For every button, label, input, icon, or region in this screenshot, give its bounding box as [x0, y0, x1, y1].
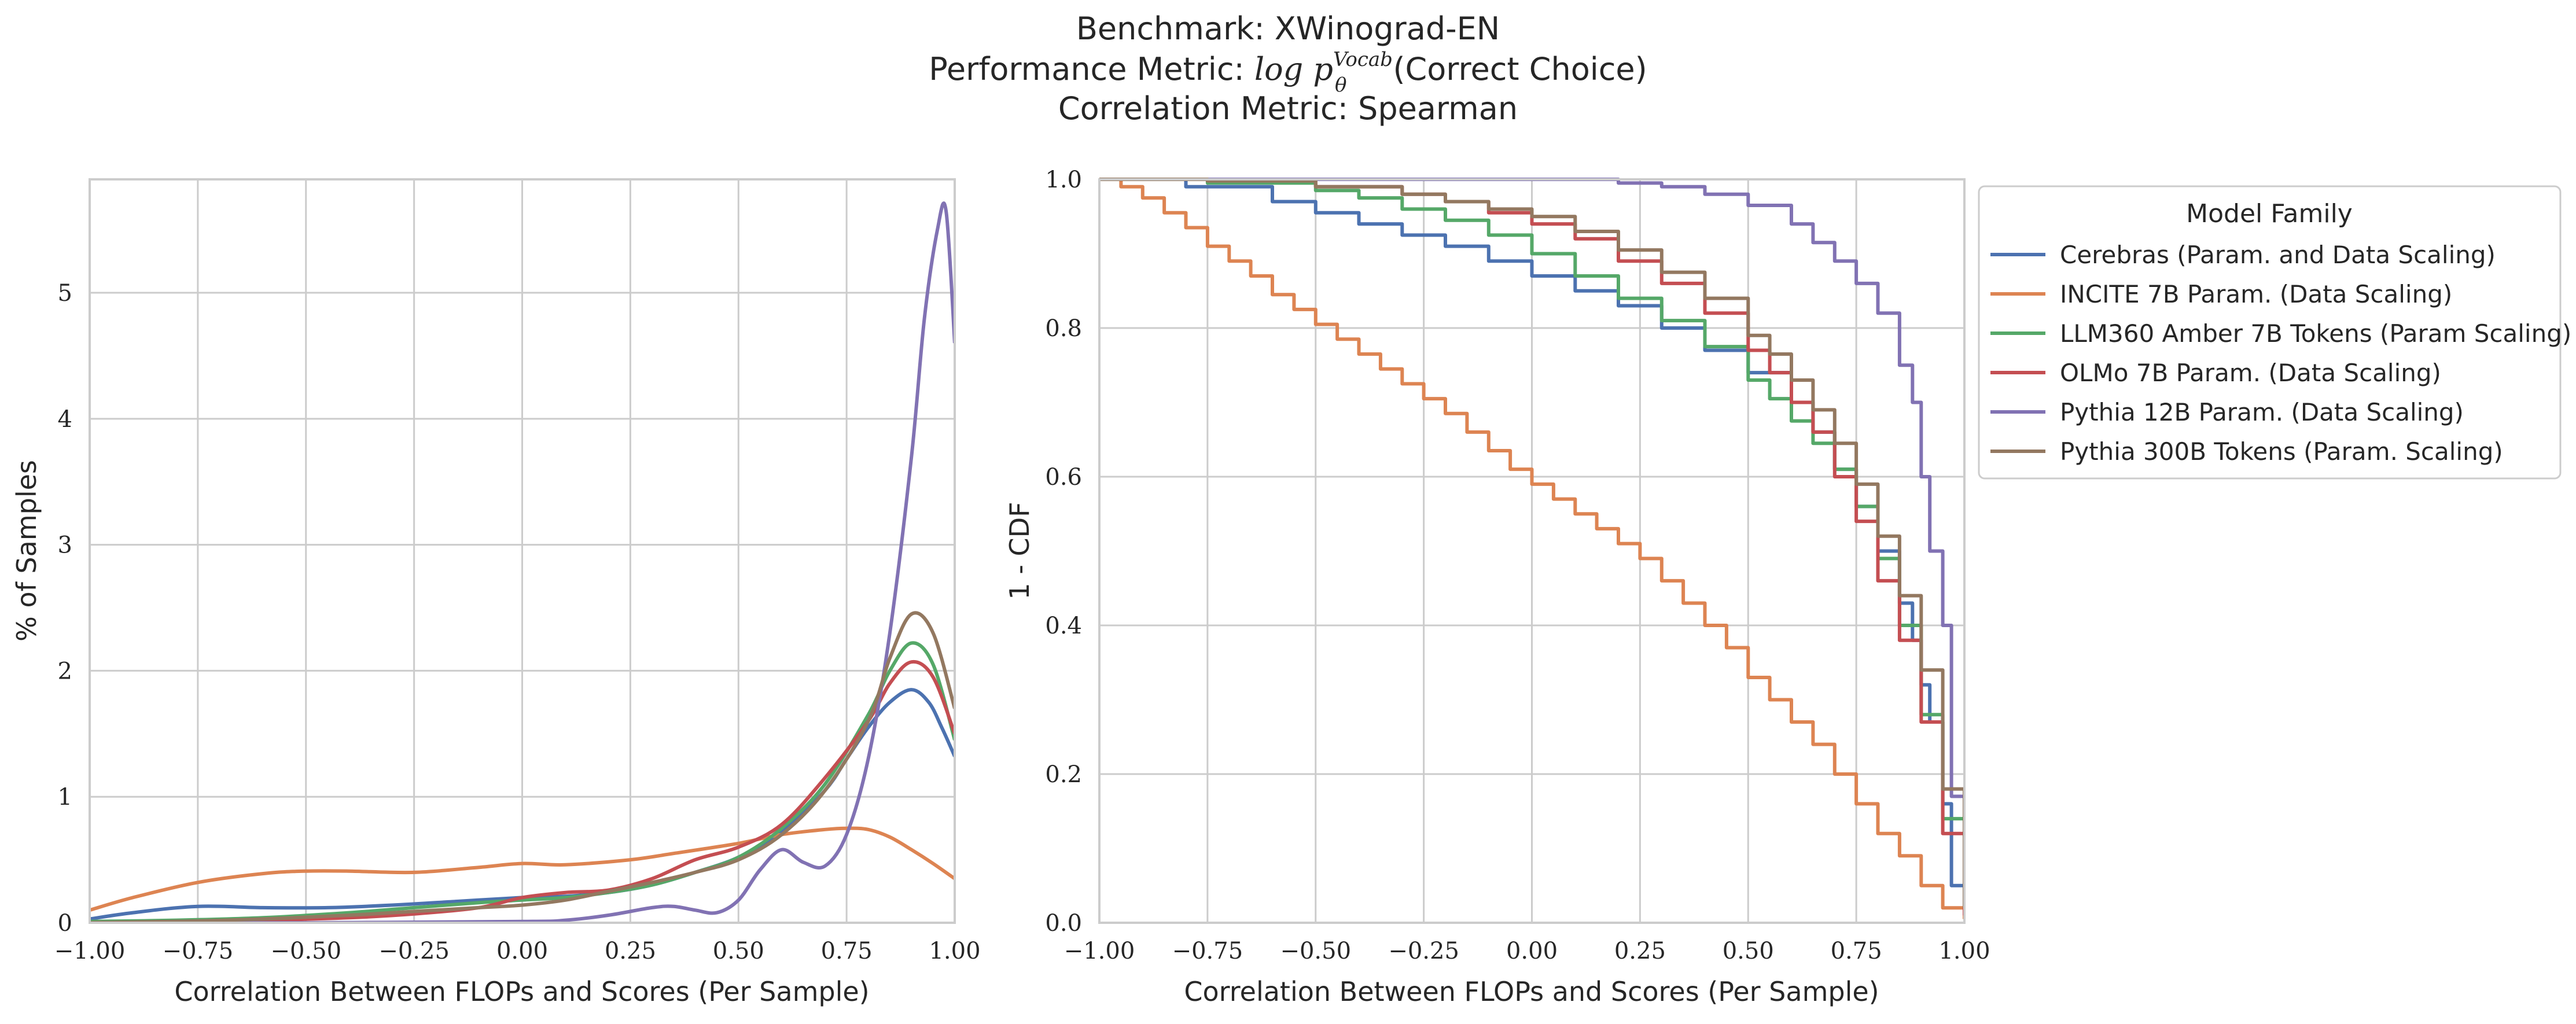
density-x-tick-label: −0.75: [163, 938, 234, 964]
cdf-x-tick-label: 0.00: [1506, 938, 1558, 964]
legend-label-cerebras-param-and-data-scaling: Cerebras (Param. and Data Scaling): [2060, 241, 2496, 269]
legend-items: Cerebras (Param. and Data Scaling) INCITE…: [1990, 241, 2571, 466]
title-benchmark: Benchmark: XWinograd-EN: [1076, 10, 1500, 47]
cdf-panel: −1.00 −0.75 −0.50 −0.25 0.00 0.25 0.50 0.75 1.00…: [1004, 167, 1990, 1007]
cdf-x-tick-label: 0.75: [1831, 938, 1882, 964]
cdf-x-tick-label: −0.75: [1172, 938, 1243, 964]
density-x-tick-label: −0.25: [378, 938, 450, 964]
density-y-tick-label: 5: [58, 280, 72, 307]
density-y-axis-label: % of Samples: [11, 460, 42, 642]
figure-title: Benchmark: XWinograd-EN Performance Metr…: [929, 10, 1647, 127]
cdf-series-pythia-300b-tokens-param-scaling: [1099, 178, 1964, 908]
density-x-tick-label: 0.00: [496, 938, 548, 964]
density-y-tick-label: 1: [58, 784, 72, 811]
title-performance-prefix: Performance Metric:: [929, 51, 1254, 87]
density-panel: −1.00 −0.75 −0.50 −0.25 0.00 0.25 0.50 0.75 1.00…: [11, 178, 981, 1007]
density-series-olmo-7b-param-data-scaling: [90, 660, 955, 923]
density-x-tick-label: −0.50: [270, 938, 341, 964]
legend-label-pythia-300b-tokens-param-scaling: Pythia 300B Tokens (Param. Scaling): [2060, 437, 2503, 466]
legend-title: Model Family: [2186, 199, 2353, 229]
density-x-tick-label: 1.00: [929, 938, 980, 964]
legend-label-incite-7b-param-data-scaling: INCITE 7B Param. (Data Scaling): [2060, 280, 2452, 308]
title-performance-suffix: (Correct Choice): [1393, 51, 1647, 87]
cdf-x-axis-label: Correlation Between FLOPs and Scores (Pe…: [1184, 976, 1879, 1007]
title-correlation-metric: Correlation Metric: Spearman: [1058, 90, 1518, 127]
density-axes-frame: [89, 178, 956, 924]
density-series: [90, 201, 955, 923]
density-x-tick-label: 0.50: [713, 938, 764, 964]
title-performance-math: log p: [1254, 51, 1333, 87]
title-performance-metric: Performance Metric: log pVocab θ (Correct …: [929, 48, 1647, 97]
cdf-x-tick-label: −0.25: [1388, 938, 1459, 964]
cdf-y-tick-label: 1.0: [1045, 167, 1082, 193]
density-gridlines: [89, 179, 956, 924]
legend-label-llm360-amber-7b-tokens-param-scaling: LLM360 Amber 7B Tokens (Param Scaling): [2060, 319, 2571, 348]
cdf-x-tick-label: −1.00: [1064, 938, 1135, 964]
density-x-axis-label: Correlation Between FLOPs and Scores (Pe…: [174, 976, 869, 1007]
cdf-series: [1099, 178, 1964, 919]
cdf-gridlines: [1098, 178, 1966, 924]
title-performance-sub: θ: [1335, 73, 1346, 97]
cdf-x-tick-label: −0.50: [1280, 938, 1351, 964]
density-y-tick-label: 4: [58, 406, 72, 433]
cdf-series-pythia-12b-param-data-scaling: [1099, 178, 1964, 804]
cdf-y-tick-label: 0.8: [1045, 315, 1082, 342]
cdf-series-llm360-amber-7b-tokens-param-scaling: [1099, 178, 1964, 908]
density-series-incite-7b-param-data-scaling: [90, 826, 955, 912]
density-y-tick-label: 3: [58, 532, 72, 559]
density-x-tick-label: 0.25: [605, 938, 656, 964]
cdf-x-tick-label: 0.50: [1723, 938, 1774, 964]
cdf-y-ticks: 0.0 0.2 0.4 0.6 0.8 1.0: [1045, 167, 1082, 937]
cdf-y-axis-label: 1 - CDF: [1004, 502, 1035, 599]
cdf-y-tick-label: 0.4: [1045, 613, 1082, 639]
cdf-y-tick-label: 0.0: [1045, 910, 1082, 937]
density-x-tick-label: −1.00: [54, 938, 126, 964]
density-y-tick-label: 0: [58, 910, 72, 937]
title-performance-sup: Vocab: [1333, 48, 1393, 71]
legend-box: [1978, 185, 2562, 480]
density-series-llm360-amber-7b-tokens-param-scaling: [90, 641, 955, 923]
legend-label-pythia-12b-param-data-scaling: Pythia 12B Param. (Data Scaling): [2060, 398, 2464, 426]
density-series-pythia-300b-tokens-param-scaling: [90, 611, 955, 923]
cdf-y-tick-label: 0.2: [1045, 761, 1082, 788]
density-y-ticks: 0 1 2 3 4 5: [58, 280, 72, 937]
legend: Model Family Cerebras (Param. and Data S…: [1978, 185, 2571, 480]
cdf-axes-frame: [1098, 178, 1966, 924]
cdf-x-tick-label: 0.25: [1614, 938, 1666, 964]
density-y-tick-label: 2: [58, 658, 72, 684]
density-x-ticks: −1.00 −0.75 −0.50 −0.25 0.00 0.25 0.50 0.75 1.00: [54, 938, 981, 964]
density-x-tick-label: 0.75: [821, 938, 873, 964]
legend-label-olmo-7b-param-data-scaling: OLMo 7B Param. (Data Scaling): [2060, 359, 2441, 387]
cdf-series-incite-7b-param-data-scaling: [1099, 178, 1964, 919]
cdf-x-tick-label: 1.00: [1938, 938, 1990, 964]
cdf-x-ticks: −1.00 −0.75 −0.50 −0.25 0.00 0.25 0.50 0.75 1.00: [1064, 938, 1990, 964]
cdf-y-tick-label: 0.6: [1045, 464, 1082, 491]
density-series-pythia-12b-param-data-scaling: [90, 201, 955, 923]
